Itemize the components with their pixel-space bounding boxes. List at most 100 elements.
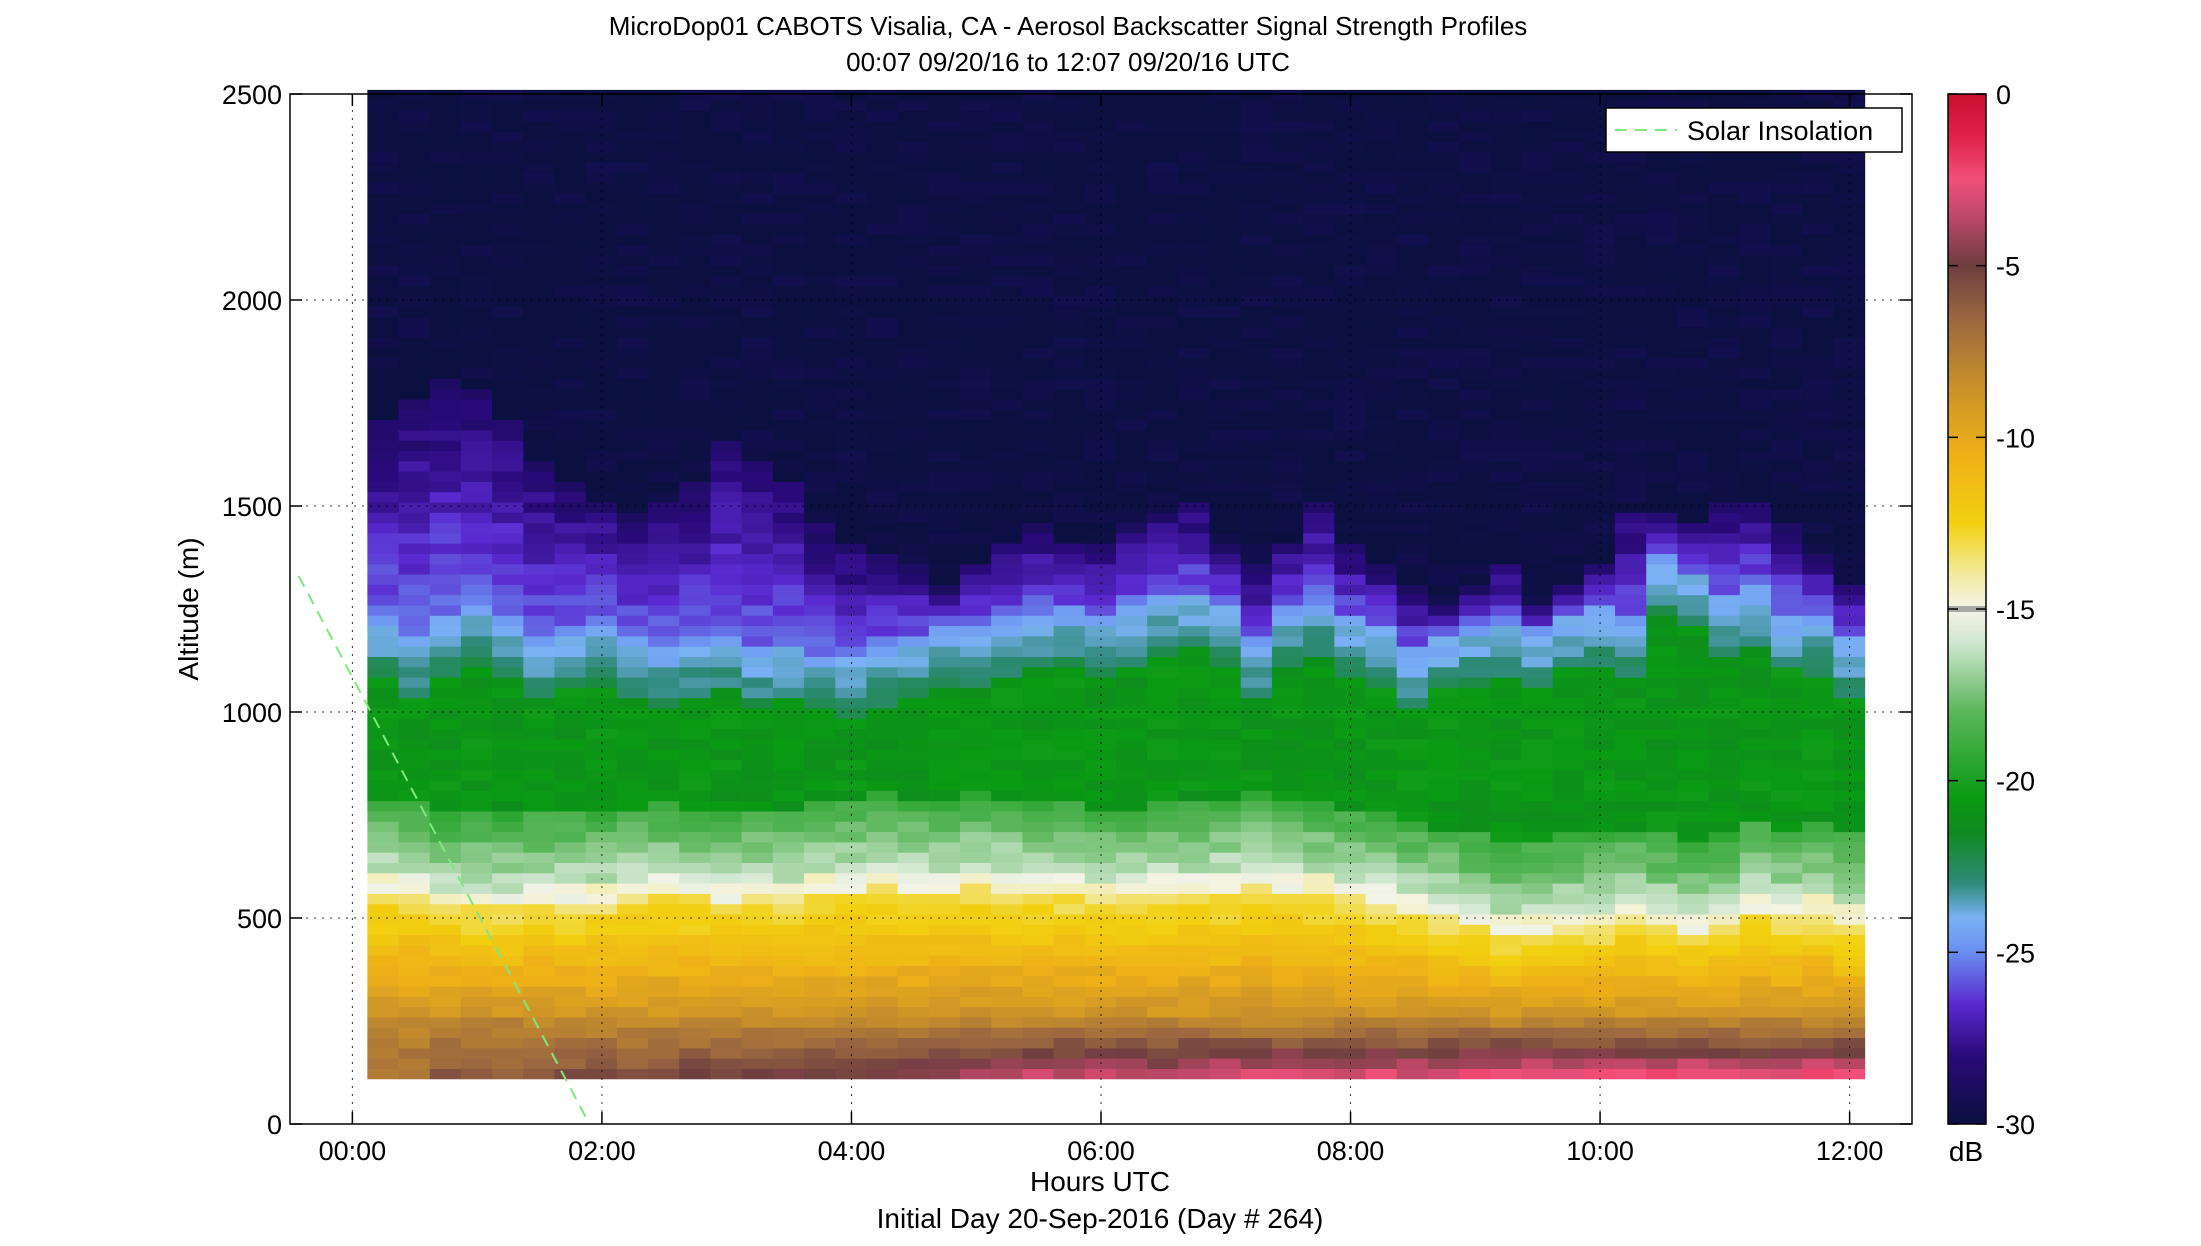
heatmap-cell: [616, 584, 649, 596]
heatmap-cell: [1147, 563, 1179, 575]
heatmap-cell: [1427, 378, 1460, 390]
heatmap-cell: [1771, 429, 1803, 441]
heatmap-cell: [1022, 790, 1055, 802]
heatmap-cell: [1084, 563, 1117, 575]
heatmap-cell: [679, 573, 712, 585]
heatmap-cell: [772, 512, 805, 524]
heatmap-cell: [1022, 985, 1055, 997]
heatmap-cell: [1490, 985, 1523, 997]
heatmap-cell: [1084, 882, 1117, 894]
heatmap-cell: [1178, 244, 1211, 256]
heatmap-cell: [1022, 398, 1055, 410]
heatmap-cell: [772, 450, 805, 462]
heatmap-cell: [1552, 285, 1585, 297]
heatmap-cell: [1521, 347, 1554, 359]
heatmap-cell: [1271, 192, 1304, 204]
heatmap-cell: [1459, 131, 1491, 142]
heatmap-cell: [648, 635, 680, 647]
heatmap-cell: [1209, 161, 1242, 173]
heatmap-cell: [554, 161, 587, 173]
heatmap-cell: [398, 481, 431, 493]
heatmap-cell: [1833, 213, 1866, 225]
heatmap-cell: [1271, 821, 1304, 833]
heatmap-cell: [398, 203, 431, 215]
heatmap-cell: [460, 89, 493, 101]
heatmap-cell: [1708, 543, 1741, 554]
heatmap-cell: [960, 285, 992, 297]
heatmap-cell: [523, 357, 556, 369]
heatmap-cell: [679, 337, 712, 348]
heatmap-cell: [1490, 347, 1523, 359]
heatmap-cell: [1334, 1047, 1367, 1059]
heatmap-cell: [1677, 481, 1710, 493]
heatmap-cell: [523, 965, 556, 977]
heatmap-cell: [928, 821, 961, 833]
heatmap-cell: [897, 223, 930, 235]
heatmap-cell: [741, 944, 774, 956]
heatmap-cell: [1147, 831, 1179, 843]
heatmap-cell: [1115, 924, 1148, 936]
heatmap-cell: [960, 841, 992, 853]
heatmap-cell: [554, 944, 587, 956]
heatmap-cell: [1115, 491, 1148, 503]
heatmap-cell: [398, 841, 431, 853]
heatmap-cell: [429, 285, 462, 297]
heatmap-cell: [928, 223, 961, 235]
heatmap-cell: [1552, 295, 1585, 307]
heatmap-cell: [960, 903, 992, 915]
heatmap-cell: [804, 429, 836, 441]
heatmap-cell: [1053, 728, 1086, 740]
heatmap-cell: [679, 429, 712, 441]
heatmap-cell: [648, 481, 680, 493]
heatmap-cell: [1271, 1047, 1304, 1059]
heatmap-cell: [1178, 831, 1211, 843]
heatmap-cell: [1615, 594, 1647, 606]
heatmap-cell: [1115, 707, 1148, 719]
heatmap-cell: [1396, 285, 1429, 297]
heatmap-cell: [1583, 646, 1616, 657]
heatmap-cell: [1115, 934, 1148, 946]
heatmap-cell: [1646, 172, 1679, 184]
heatmap-cell: [960, 738, 992, 750]
heatmap-cell: [897, 151, 930, 163]
heatmap-cell: [1427, 821, 1460, 833]
heatmap-cell: [585, 656, 618, 668]
heatmap-cell: [460, 1037, 493, 1049]
heatmap-cell: [523, 975, 556, 987]
heatmap-cell: [367, 295, 400, 307]
heatmap-cell: [1615, 316, 1647, 328]
heatmap-cell: [429, 584, 462, 596]
heatmap-cell: [1583, 718, 1616, 730]
heatmap-cell: [1583, 965, 1616, 977]
heatmap-cell: [1303, 141, 1335, 153]
heatmap-cell: [554, 862, 587, 874]
heatmap-cell: [991, 100, 1023, 112]
heatmap-cell: [554, 295, 587, 307]
heatmap-cell: [866, 1047, 899, 1059]
heatmap-cell: [1646, 285, 1679, 297]
heatmap-cell: [585, 388, 618, 400]
heatmap-cell: [866, 182, 899, 194]
heatmap-cell: [1240, 192, 1273, 204]
heatmap-cell: [866, 161, 899, 173]
heatmap-cell: [866, 1068, 899, 1080]
heatmap-cell: [585, 295, 618, 307]
heatmap-cell: [1427, 512, 1460, 524]
heatmap-cell: [1022, 316, 1055, 328]
heatmap-cell: [1178, 172, 1211, 184]
heatmap-cell: [1771, 244, 1803, 256]
heatmap-cell: [1053, 841, 1086, 853]
heatmap-cell: [1521, 955, 1554, 966]
heatmap-cell: [1271, 110, 1304, 122]
heatmap-cell: [1178, 779, 1211, 791]
heatmap-cell: [1802, 1027, 1834, 1039]
heatmap-cell: [897, 1037, 930, 1049]
heatmap-cell: [648, 749, 680, 760]
heatmap-cell: [1646, 1058, 1679, 1069]
heatmap-cell: [897, 120, 930, 132]
heatmap-cell: [835, 213, 868, 225]
heatmap-cell: [960, 192, 992, 204]
heatmap-cell: [1771, 728, 1803, 740]
heatmap-cell: [1490, 913, 1523, 925]
heatmap-cell: [991, 934, 1023, 946]
